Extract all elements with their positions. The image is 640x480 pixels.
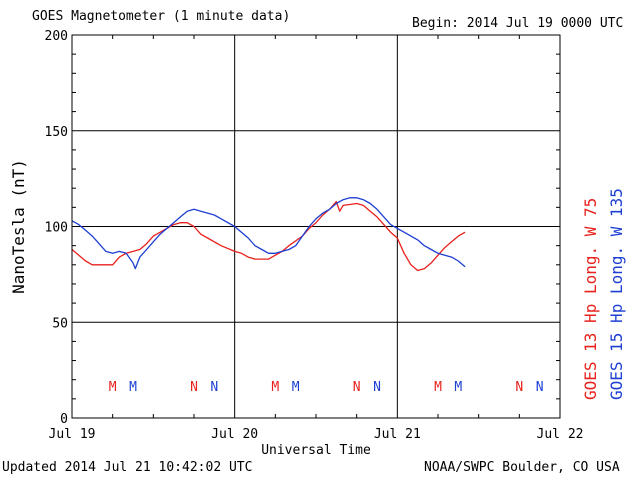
updated-timestamp: Updated 2014 Jul 21 10:42:02 UTC	[2, 460, 253, 475]
goes15-series-line	[71, 197, 466, 270]
midnight-marker: M	[292, 380, 300, 395]
x-axis-title: Universal Time	[261, 443, 371, 458]
noon-marker: N	[353, 380, 361, 395]
midnight-marker: M	[271, 380, 279, 395]
y-tick-label: 200	[45, 29, 68, 44]
y-tick-label: 50	[52, 316, 68, 331]
y-axis-title: NanoTesla (nT)	[9, 159, 28, 294]
begin-time-label: Begin: 2014 Jul 19 0000 UTC	[412, 16, 624, 31]
x-tick-label: Jul 19	[49, 427, 96, 442]
noon-marker: N	[210, 380, 218, 395]
noon-marker: N	[515, 380, 523, 395]
noon-marker: N	[373, 380, 381, 395]
legend-goes13: GOES 13 Hp Long. W 75	[581, 198, 600, 400]
x-tick-label: Jul 21	[374, 427, 421, 442]
midnight-marker: M	[434, 380, 442, 395]
legend-goes15: GOES 15 Hp Long. W 135	[607, 188, 626, 400]
chart-title: GOES Magnetometer (1 minute data)	[32, 9, 291, 24]
y-tick-label: 150	[45, 125, 68, 140]
x-tick-label: Jul 20	[211, 427, 258, 442]
midnight-marker: M	[109, 380, 117, 395]
x-tick-label: Jul 22	[537, 427, 584, 442]
midnight-marker: M	[454, 380, 462, 395]
credit-label: NOAA/SWPC Boulder, CO USA	[424, 460, 620, 475]
plot-frame	[71, 34, 561, 419]
noon-marker: N	[536, 380, 544, 395]
y-tick-label: 0	[60, 412, 68, 427]
midnight-marker: M	[129, 380, 137, 395]
y-tick-label: 100	[45, 221, 68, 236]
noon-marker: N	[190, 380, 198, 395]
